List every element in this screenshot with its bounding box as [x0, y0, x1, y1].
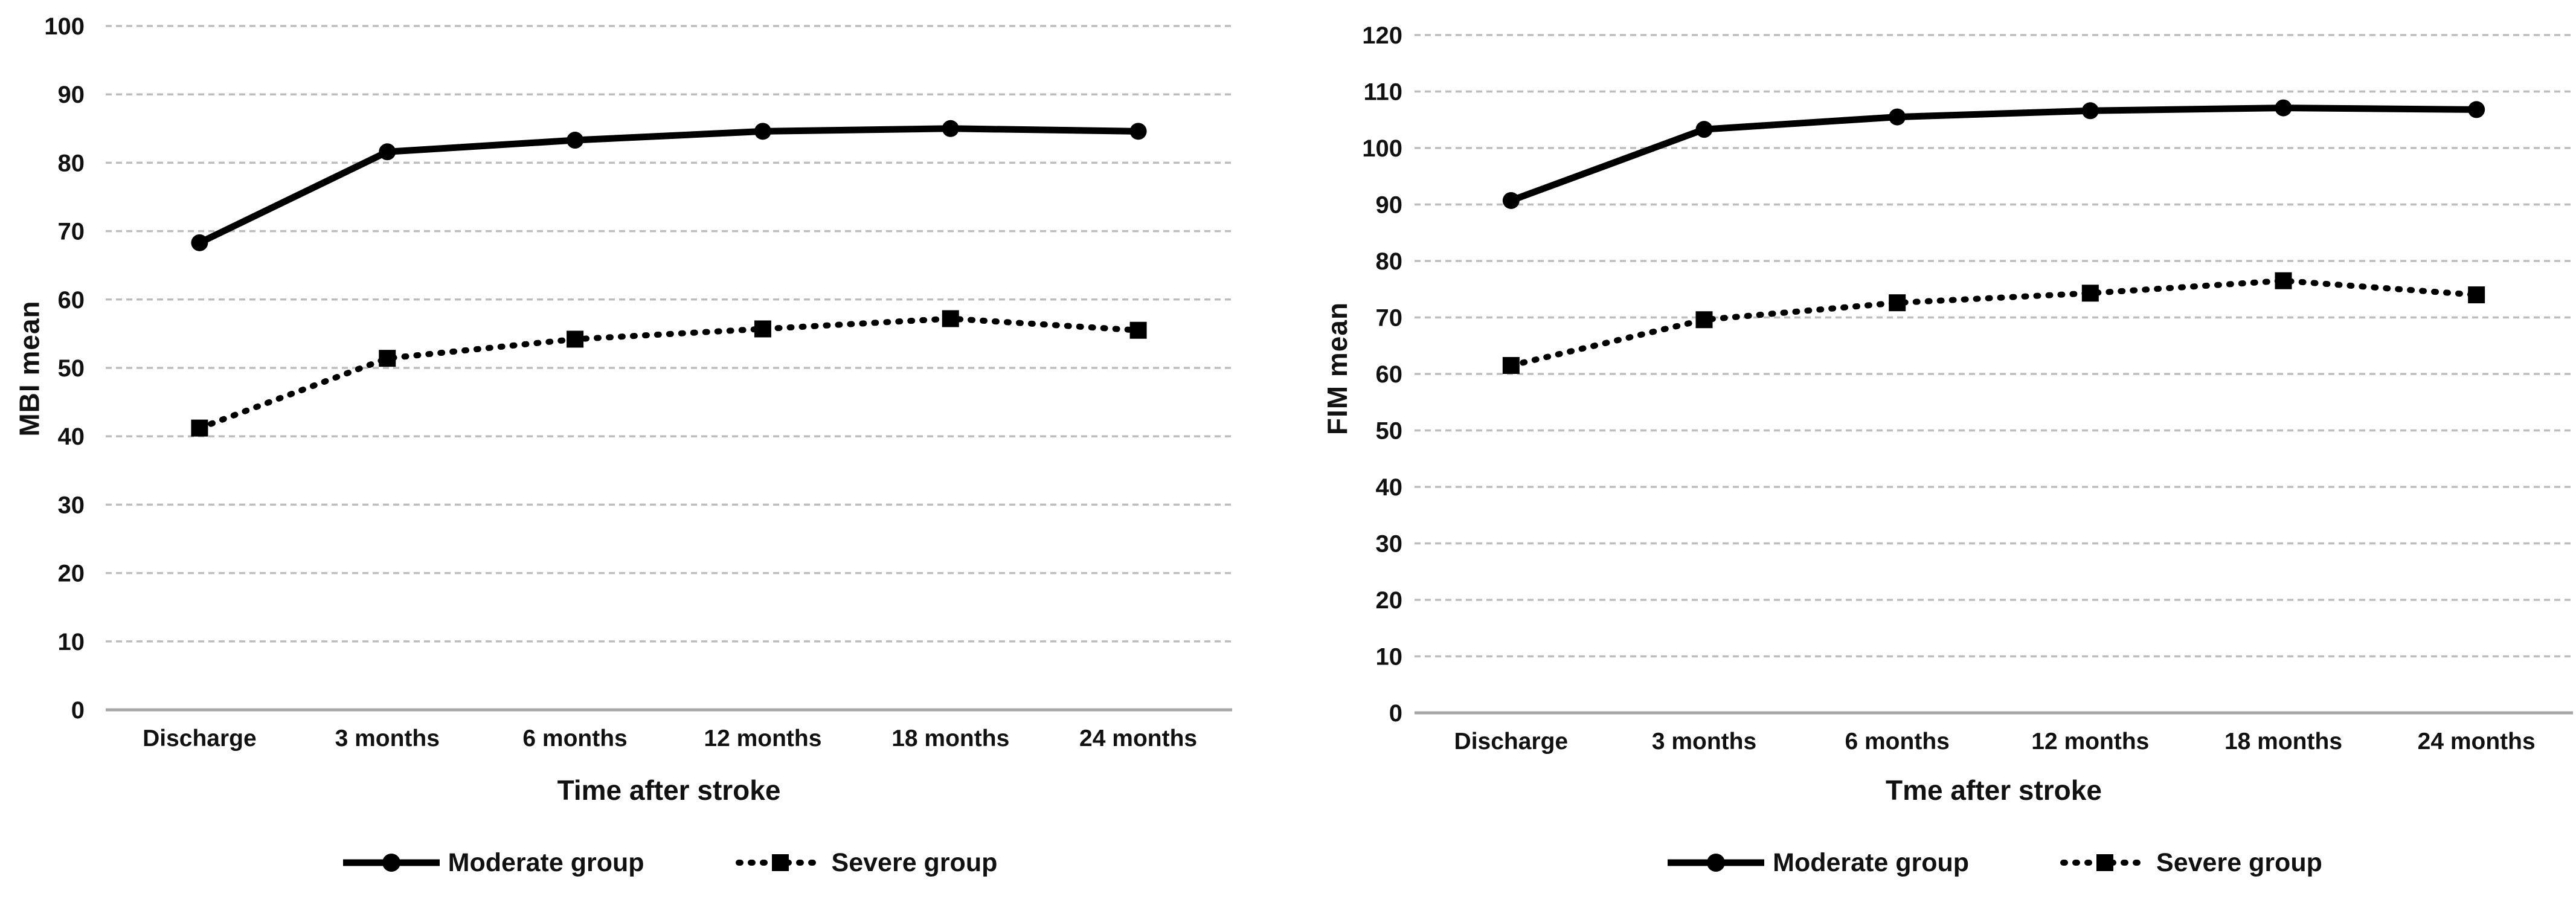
x-category-label: 6 months: [1845, 729, 1949, 755]
moderate-marker: [942, 120, 959, 137]
severe-marker: [379, 350, 396, 367]
y-tick-label: 20: [1376, 587, 1403, 614]
moderate-marker: [2081, 102, 2099, 120]
y-tick-label: 100: [44, 13, 85, 40]
solid-line-circle-marker-icon: [1668, 854, 1765, 872]
moderate-marker: [1129, 123, 1147, 140]
y-tick-label: 0: [1389, 700, 1402, 727]
legend-label-moderate: Moderate group: [1773, 848, 1970, 877]
moderate-marker: [1889, 108, 1906, 126]
severe-marker: [2275, 272, 2292, 289]
y-tick-label: 30: [58, 492, 85, 518]
legend-label-moderate: Moderate group: [448, 848, 644, 877]
x-category-label: 24 months: [1079, 726, 1197, 751]
y-tick-label: 100: [1362, 135, 1402, 162]
dotted-line-square-marker-icon: [2060, 854, 2150, 871]
legend-item-severe: Severe group: [735, 848, 998, 878]
moderate-marker: [1502, 191, 1520, 209]
severe-marker: [754, 320, 771, 338]
moderate-marker: [379, 143, 396, 161]
solid-line-circle-marker-icon: [342, 854, 440, 872]
y-tick-label: 0: [71, 697, 85, 724]
y-tick-label: 50: [1376, 418, 1403, 445]
fim-y-axis-title-text: FIM mean: [1322, 301, 1353, 436]
x-category-label: 18 months: [2224, 729, 2342, 755]
y-tick-label: 80: [58, 150, 85, 176]
x-category-label: 3 months: [1652, 729, 1756, 755]
y-tick-label: 60: [1376, 361, 1403, 388]
moderate-line: [198, 125, 1139, 246]
y-tick-label: 120: [1362, 22, 1402, 49]
y-tick-label: 20: [58, 561, 85, 587]
moderate-marker: [2275, 99, 2292, 117]
severe-marker: [2468, 286, 2485, 304]
severe-marker: [1129, 321, 1147, 339]
severe-marker: [567, 330, 584, 348]
y-tick-label: 50: [58, 355, 85, 382]
y-tick-label: 90: [58, 82, 85, 108]
y-tick-label: 110: [1363, 79, 1402, 106]
moderate-marker: [567, 132, 584, 149]
severe-line: [196, 315, 1142, 431]
y-tick-label: 40: [1376, 474, 1403, 501]
severe-marker: [2081, 285, 2099, 302]
x-category-label: Discharge: [143, 726, 257, 751]
moderate-marker: [754, 123, 771, 140]
severe-marker: [942, 310, 959, 327]
mbi-y-axis-title: MBI mean: [2, 24, 57, 713]
moderate-marker: [1695, 121, 1713, 138]
mbi-x-axis-title: Time after stroke: [557, 774, 781, 806]
y-tick-label: 80: [1376, 248, 1403, 275]
fim-x-axis-title: Tme after stroke: [1886, 774, 2102, 806]
x-category-label: Discharge: [1454, 729, 1569, 755]
fim-legend: Moderate group Severe group: [1415, 838, 2573, 887]
fim-chart-canvas: 0 10 20 30 40 50 60 70 80 90 100 110 120 Discharge 3 m…: [1362, 22, 2573, 755]
severe-marker: [191, 419, 208, 437]
legend-label-severe: Severe group: [2156, 848, 2322, 877]
moderate-line: [1509, 105, 2477, 204]
fim-y-axis-title: FIM mean: [1310, 24, 1364, 713]
mbi-legend: Moderate group Severe group: [106, 838, 1232, 887]
dotted-line-square-marker-icon: [735, 854, 825, 871]
severe-marker: [1889, 294, 1906, 312]
y-tick-label: 90: [1376, 192, 1403, 219]
y-tick-label: 10: [1376, 644, 1403, 671]
moderate-marker: [2468, 101, 2485, 118]
legend-item-moderate: Moderate group: [341, 848, 644, 878]
x-category-label: 12 months: [704, 726, 821, 751]
y-tick-label: 70: [58, 219, 85, 245]
x-category-label: 24 months: [2418, 729, 2536, 755]
legend-item-severe: Severe group: [2060, 848, 2322, 878]
moderate-marker: [191, 234, 208, 251]
mbi-chart-panel: 0 10 20 30 40 50 60 70 80 90 100 Discharge 3 months 6…: [0, 0, 1268, 914]
legend-item-moderate: Moderate group: [1665, 848, 1969, 878]
severe-marker: [1502, 356, 1520, 374]
x-category-label: 3 months: [335, 726, 440, 751]
x-category-label: 18 months: [891, 726, 1009, 751]
y-tick-label: 40: [58, 423, 85, 450]
x-category-label: 6 months: [522, 726, 627, 751]
legend-label-severe: Severe group: [831, 848, 998, 877]
y-tick-label: 70: [1376, 305, 1403, 332]
severe-line: [1508, 277, 2480, 368]
fim-chart-panel: 0 10 20 30 40 50 60 70 80 90 100 110 120 Discharge 3 m…: [1308, 0, 2576, 914]
y-tick-label: 30: [1376, 531, 1403, 558]
severe-marker: [1695, 311, 1713, 329]
x-category-label: 12 months: [2031, 729, 2149, 755]
mbi-y-axis-title-text: MBI mean: [14, 300, 46, 437]
y-tick-label: 60: [58, 287, 85, 314]
mbi-chart-canvas: 0 10 20 30 40 50 60 70 80 90 100 Discharge 3 months 6…: [44, 13, 1232, 751]
y-tick-label: 10: [58, 629, 85, 655]
